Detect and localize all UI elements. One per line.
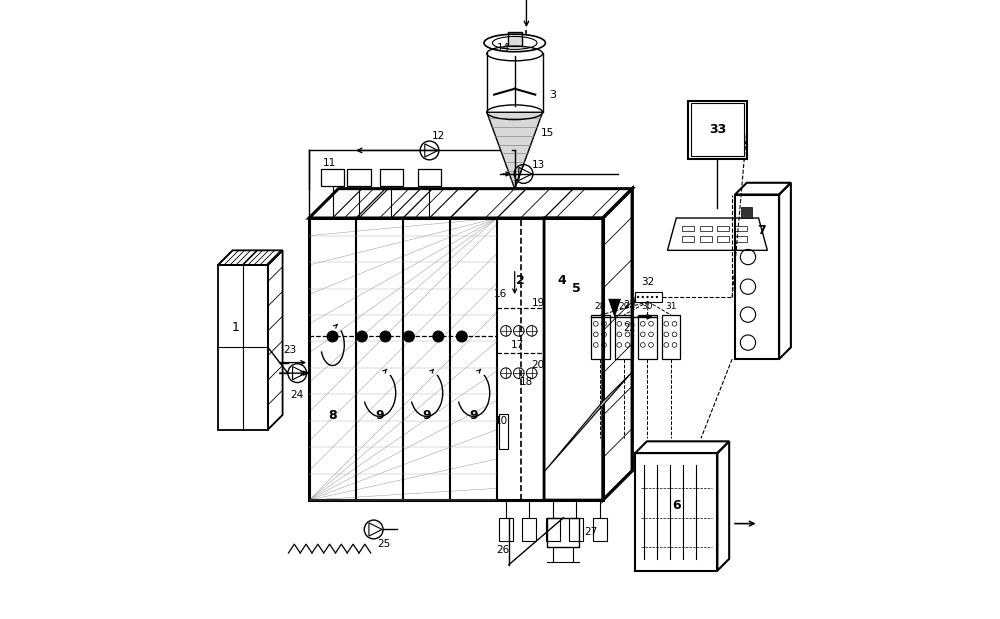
Circle shape	[651, 296, 653, 298]
Bar	[635, 292, 662, 301]
Text: 14: 14	[496, 43, 510, 53]
Bar	[593, 517, 607, 541]
Bar	[508, 32, 522, 46]
Bar	[321, 169, 344, 186]
Polygon shape	[609, 299, 620, 317]
Bar	[380, 169, 403, 186]
Text: 27: 27	[584, 527, 598, 537]
Text: 22: 22	[623, 324, 636, 334]
Bar	[682, 236, 694, 241]
Bar	[741, 207, 752, 218]
Circle shape	[637, 296, 639, 298]
Bar	[522, 517, 536, 541]
Circle shape	[646, 296, 649, 298]
Text: 2: 2	[516, 274, 525, 287]
Text: 16: 16	[493, 289, 507, 299]
Circle shape	[457, 331, 467, 342]
Text: 28: 28	[595, 301, 606, 311]
Text: 6: 6	[672, 500, 681, 513]
Text: 21: 21	[623, 300, 635, 310]
Bar	[717, 226, 729, 231]
Bar	[418, 169, 441, 186]
Text: 4: 4	[557, 274, 566, 287]
Circle shape	[404, 331, 414, 342]
Text: 5: 5	[572, 282, 581, 295]
Text: 11: 11	[323, 158, 336, 168]
Polygon shape	[544, 372, 632, 472]
Text: 29: 29	[618, 301, 630, 311]
Polygon shape	[487, 112, 543, 189]
Text: 1: 1	[231, 321, 239, 334]
Circle shape	[327, 331, 338, 342]
Bar	[499, 517, 513, 541]
Bar	[547, 517, 579, 547]
Bar	[347, 169, 371, 186]
Bar	[735, 226, 747, 231]
Text: 23: 23	[284, 345, 297, 355]
Bar	[691, 103, 744, 157]
Bar	[735, 236, 747, 241]
Bar	[735, 194, 779, 359]
Circle shape	[656, 296, 658, 298]
Text: 18: 18	[520, 376, 533, 387]
Bar	[688, 100, 747, 159]
Text: 33: 33	[709, 123, 726, 136]
Bar	[700, 226, 712, 231]
Bar	[309, 218, 603, 500]
Text: 7: 7	[757, 224, 766, 237]
Text: 24: 24	[291, 391, 304, 400]
Text: 10: 10	[495, 416, 508, 426]
Text: 3: 3	[549, 90, 556, 100]
Text: 31: 31	[665, 301, 677, 311]
Text: 9: 9	[375, 409, 384, 422]
Bar	[499, 414, 508, 449]
Text: 30: 30	[642, 301, 653, 311]
Bar	[662, 315, 680, 359]
Bar	[638, 315, 657, 359]
Circle shape	[357, 331, 367, 342]
Circle shape	[642, 296, 644, 298]
Circle shape	[380, 331, 391, 342]
Bar	[569, 517, 583, 541]
Bar	[700, 236, 712, 241]
Bar	[682, 226, 694, 231]
Text: 9: 9	[422, 409, 431, 422]
Text: 26: 26	[496, 545, 510, 555]
Text: 12: 12	[432, 131, 445, 141]
Text: 15: 15	[540, 128, 554, 138]
Bar	[218, 265, 268, 430]
Bar	[615, 315, 633, 359]
Text: 25: 25	[378, 539, 391, 549]
Text: 13: 13	[532, 160, 545, 170]
Text: 32: 32	[641, 277, 655, 287]
Text: 20: 20	[532, 360, 545, 370]
Bar	[591, 315, 610, 359]
Text: 8: 8	[328, 409, 337, 422]
Circle shape	[433, 331, 444, 342]
Bar	[546, 517, 560, 541]
Text: 17: 17	[511, 340, 524, 350]
Bar	[635, 453, 717, 571]
Text: 9: 9	[469, 409, 478, 422]
Bar	[717, 236, 729, 241]
Text: 19: 19	[532, 298, 545, 308]
